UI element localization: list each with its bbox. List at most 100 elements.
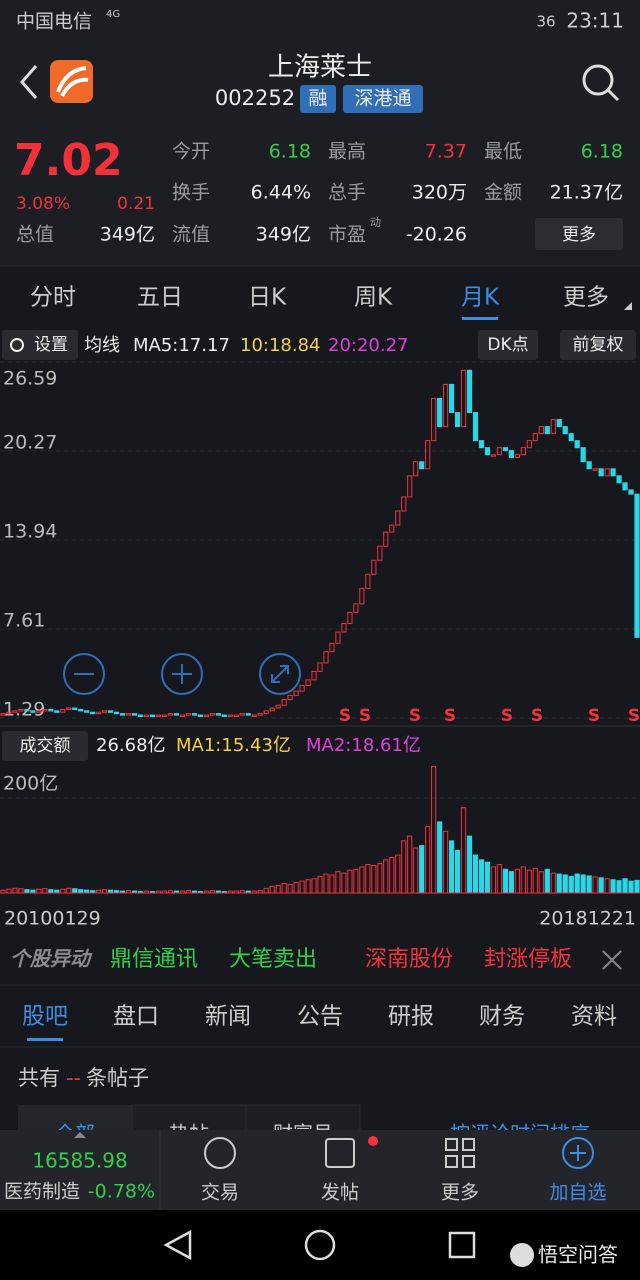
section-tab[interactable]: 公告 — [297, 1004, 343, 1030]
tag-label: 融 — [308, 88, 327, 110]
search-icon[interactable] — [582, 64, 614, 96]
chart-tab[interactable]: 日K — [248, 285, 287, 311]
zoom-in[interactable] — [161, 653, 203, 695]
signal: S — [501, 706, 513, 726]
watermark-logo — [510, 1243, 534, 1267]
chart-tab[interactable]: 更多 — [563, 285, 609, 311]
candle — [149, 714, 156, 718]
candle — [317, 662, 323, 672]
expand-icon — [271, 665, 289, 683]
ticker-item[interactable]: 大笔卖出 — [229, 947, 317, 972]
end-date: 20181221 — [539, 908, 636, 930]
candle — [568, 433, 574, 442]
settings-button[interactable] — [2, 330, 78, 360]
volume-bar — [568, 875, 574, 894]
chart-tab[interactable]: 五日 — [137, 285, 183, 311]
candle — [251, 714, 257, 718]
candle — [209, 713, 215, 716]
nav-back[interactable] — [163, 1229, 192, 1261]
header-bg — [0, 0, 640, 265]
signal: S — [339, 706, 351, 726]
y-tick-label: 1.29 — [3, 699, 45, 721]
candle — [221, 714, 227, 718]
candle — [293, 690, 299, 696]
candle — [502, 447, 509, 452]
add-plus — [570, 1145, 586, 1161]
app-logo — [50, 60, 93, 103]
adjust-label: 前复权 — [573, 335, 624, 355]
volume-title-box — [2, 731, 88, 761]
adjust-button[interactable] — [560, 330, 636, 360]
volume-bar — [574, 873, 580, 894]
zoom-out[interactable] — [63, 653, 105, 695]
ma20: 20:20.27 — [328, 335, 409, 356]
candle — [520, 447, 526, 456]
candle — [72, 707, 78, 711]
candle — [167, 713, 174, 716]
ticker-item[interactable]: 深南股份 — [365, 947, 453, 972]
candle — [448, 383, 455, 414]
bottom-button[interactable]: 更多 — [441, 1182, 479, 1204]
candle — [496, 447, 503, 456]
trade-icon — [204, 1137, 236, 1169]
candle — [443, 383, 449, 428]
candle — [622, 482, 628, 491]
candle — [96, 711, 102, 715]
bottom-button[interactable]: 发帖 — [321, 1182, 359, 1204]
candle — [586, 461, 592, 470]
section-tab[interactable]: 研报 — [388, 1004, 434, 1030]
candle — [341, 623, 347, 633]
back-icon[interactable] — [20, 65, 38, 99]
candle — [239, 713, 245, 716]
section-underline — [27, 1038, 63, 1041]
section-tab[interactable]: 资料 — [571, 1004, 617, 1030]
bottom-button[interactable]: 交易 — [201, 1182, 239, 1204]
nav-bar — [0, 1210, 640, 1280]
y-tick-label: 13.94 — [3, 521, 57, 543]
bottom-button[interactable]: 加自选 — [549, 1182, 606, 1204]
price: 7.02 — [14, 135, 123, 186]
candle — [0, 713, 6, 716]
volume-bar — [580, 874, 586, 894]
candle — [263, 710, 269, 715]
volume-bar — [72, 888, 78, 894]
ma10: 10:18.84 — [240, 335, 321, 356]
dk-label: DK点 — [487, 335, 528, 355]
candle — [634, 493, 640, 638]
chart-tab[interactable]: 周K — [354, 285, 393, 311]
section-tab[interactable]: 新闻 — [205, 1004, 251, 1030]
y-tick-label: 20.27 — [3, 431, 57, 453]
candle — [24, 708, 30, 712]
chart-tab[interactable]: 月K — [461, 285, 500, 311]
volume-bar — [610, 879, 616, 894]
volume-bar — [508, 871, 514, 894]
dk-button[interactable] — [478, 330, 538, 360]
volume-bar — [437, 821, 443, 894]
candle — [299, 684, 305, 692]
chart-tab[interactable]: 分时 — [30, 285, 76, 311]
stat-value: 6.18 — [581, 141, 623, 163]
candle — [66, 707, 72, 711]
ticker-item[interactable]: 封涨停板 — [484, 947, 572, 972]
section-tab[interactable]: 盘口 — [113, 1004, 159, 1030]
nav-recent[interactable] — [448, 1231, 476, 1259]
network: 4G — [106, 9, 120, 20]
more-button[interactable] — [535, 218, 623, 250]
candle — [490, 454, 497, 457]
signal: S — [628, 706, 640, 726]
nav-home[interactable] — [304, 1229, 336, 1261]
volume-bar — [634, 879, 640, 894]
stat-label: 金额 — [484, 182, 522, 204]
expand[interactable] — [259, 653, 301, 695]
candle — [514, 454, 520, 459]
candle — [215, 713, 221, 716]
posts-suffix: 条帖子 — [86, 1066, 149, 1090]
candle — [137, 714, 144, 718]
signal: S — [444, 706, 456, 726]
candle — [556, 419, 562, 428]
section-tab[interactable]: 财务 — [479, 1004, 525, 1030]
close-icon[interactable] — [602, 950, 622, 970]
ticker-item[interactable]: 鼎信通讯 — [110, 947, 198, 972]
candle — [538, 426, 544, 435]
section-tab[interactable]: 股吧 — [22, 1004, 68, 1030]
